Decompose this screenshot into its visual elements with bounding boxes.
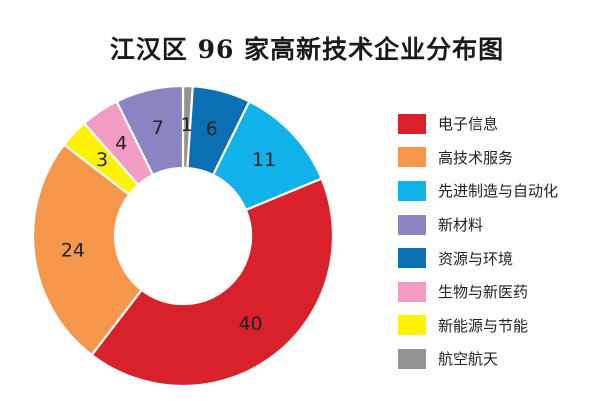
legend-item: 航空航天: [398, 342, 558, 376]
slices-group: [31, 84, 335, 388]
legend-label: 先进制造与自动化: [438, 182, 559, 201]
legend-label: 高技术服务: [438, 148, 514, 167]
legend-item: 高技术服务: [398, 141, 558, 175]
legend-item: 电子信息: [398, 107, 558, 141]
legend-item: 新材料: [398, 208, 558, 242]
legend-label: 资源与环境: [438, 249, 514, 268]
legend-label: 航空航天: [438, 350, 499, 369]
legend-label: 生物与新医药: [438, 283, 529, 302]
slice-labels-group: 1 6 11 40 24 34 7: [61, 114, 276, 335]
slice-value-label: 24: [61, 239, 85, 261]
slice-value-label: 40: [238, 313, 262, 335]
slice-新材料: [115, 84, 185, 177]
legend-label: 新能源与节能: [438, 316, 529, 335]
slice-value-label: 11: [252, 149, 276, 171]
legend-swatch: [398, 281, 426, 302]
legend-swatch: [398, 315, 426, 336]
slice-value-label: 7: [152, 117, 164, 139]
legend-swatch: [398, 214, 426, 235]
slice-电子信息: [90, 177, 335, 388]
legend-swatch: [398, 248, 426, 269]
legend-item: 新能源与节能: [398, 309, 558, 343]
legend-item: 先进制造与自动化: [398, 174, 558, 208]
legend-swatch: [398, 348, 426, 369]
legend-swatch: [398, 147, 426, 168]
legend-swatch: [398, 180, 426, 201]
slice-value-label: 3: [96, 149, 108, 171]
legend-item: 资源与环境: [398, 241, 558, 275]
legend-label: 电子信息: [438, 115, 499, 134]
legend: 电子信息高技术服务先进制造与自动化 新材料资源与环境生物与新医药 新能源与节能 航空航…: [398, 107, 558, 376]
slice-value-label: 6: [206, 118, 218, 140]
slice-value-label: 1: [181, 114, 193, 136]
chart-title: 江汉区 96 家高新技术企业分布图: [109, 35, 505, 64]
legend-label: 新材料: [438, 216, 484, 235]
legend-item: 生物与新医药: [398, 275, 558, 309]
slice-高技术服务: [31, 143, 143, 357]
slice-value-label: 4: [115, 133, 127, 155]
legend-swatch: [398, 113, 426, 134]
